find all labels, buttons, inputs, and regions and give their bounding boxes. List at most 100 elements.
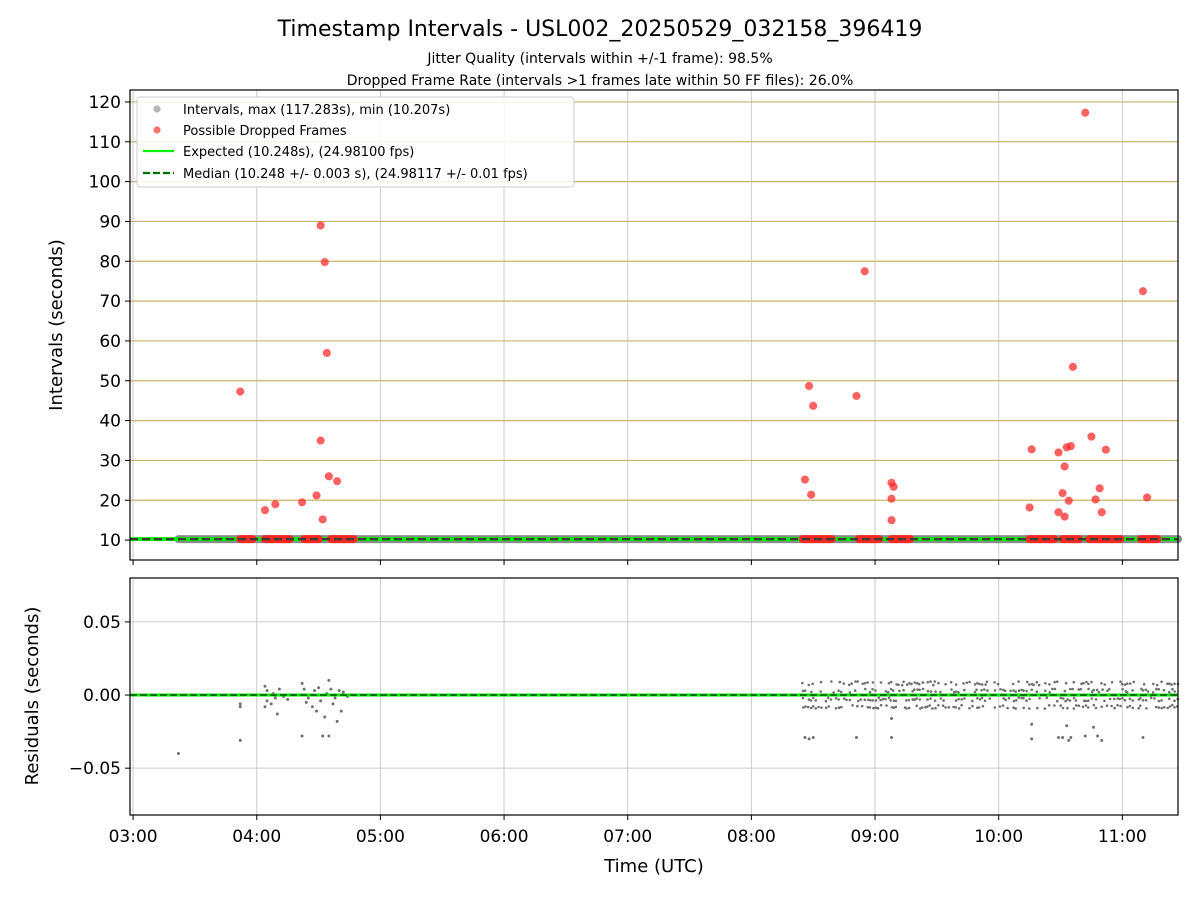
residual-point bbox=[902, 688, 905, 692]
residual-point bbox=[1168, 705, 1172, 708]
residual-point bbox=[811, 682, 814, 686]
residual-point bbox=[944, 682, 947, 686]
residual-point bbox=[832, 691, 835, 694]
residual-point bbox=[856, 704, 859, 708]
residual-point bbox=[1149, 696, 1153, 700]
residual-point bbox=[819, 690, 822, 693]
intervals-y-tick-label: 40 bbox=[99, 412, 121, 432]
residual-point bbox=[837, 698, 840, 701]
residual-point bbox=[1022, 696, 1025, 700]
residual-point bbox=[913, 698, 916, 701]
residual-point bbox=[1092, 688, 1095, 692]
residual-point bbox=[876, 707, 880, 710]
residual-point bbox=[1139, 696, 1142, 700]
residual-point bbox=[854, 735, 858, 739]
residual-point bbox=[1166, 706, 1169, 710]
residual-point bbox=[1103, 699, 1106, 703]
residual-point bbox=[1100, 705, 1103, 709]
residual-point bbox=[983, 688, 986, 691]
residual-point bbox=[976, 697, 979, 700]
residual-point bbox=[1108, 697, 1112, 701]
residual-point bbox=[971, 699, 974, 703]
residual-point bbox=[1160, 706, 1163, 710]
residual-point bbox=[1017, 696, 1020, 699]
residual-point bbox=[807, 683, 811, 687]
residual-point bbox=[884, 697, 887, 701]
residual-point bbox=[1062, 697, 1065, 700]
residual-point bbox=[1028, 707, 1031, 710]
residual-point bbox=[1108, 687, 1111, 691]
residual-point bbox=[843, 697, 846, 700]
residual-point bbox=[1084, 699, 1088, 703]
residual-point bbox=[887, 696, 891, 700]
residual-point bbox=[1063, 689, 1067, 693]
residual-point bbox=[1080, 682, 1083, 686]
residual-point bbox=[814, 699, 818, 702]
residual-point bbox=[1146, 690, 1150, 693]
residual-point bbox=[973, 683, 977, 686]
intervals-y-tick-label: 50 bbox=[99, 372, 121, 392]
residual-point bbox=[884, 690, 888, 693]
residual-point bbox=[1066, 698, 1069, 701]
residual-point bbox=[980, 689, 983, 692]
residual-point bbox=[837, 689, 840, 692]
time-x-tick-label: 08:00 bbox=[727, 827, 776, 847]
residual-point bbox=[335, 719, 339, 723]
residual-point bbox=[926, 681, 930, 684]
residual-point bbox=[894, 699, 898, 703]
residual-point bbox=[1137, 707, 1140, 710]
residual-point bbox=[1097, 690, 1101, 694]
residual-point bbox=[238, 702, 242, 706]
residuals-y-tick-label: −0.05 bbox=[69, 759, 121, 779]
residual-point bbox=[824, 706, 828, 710]
residual-point bbox=[1125, 682, 1129, 685]
dropped-frame-point bbox=[887, 515, 896, 525]
residual-point bbox=[999, 688, 1002, 691]
residual-point bbox=[908, 681, 911, 685]
residual-point bbox=[1166, 682, 1169, 685]
residual-point bbox=[983, 699, 987, 703]
residual-point bbox=[1017, 689, 1021, 692]
residual-point bbox=[928, 704, 931, 707]
residual-point bbox=[315, 709, 319, 713]
residual-point bbox=[273, 696, 277, 700]
residual-point bbox=[1173, 690, 1176, 693]
residual-point bbox=[269, 702, 273, 706]
residual-point bbox=[1138, 704, 1142, 707]
residual-point bbox=[1068, 699, 1072, 702]
residual-point bbox=[957, 690, 960, 694]
residuals-plot-frame bbox=[129, 577, 1179, 816]
intervals-y-tick-label: 80 bbox=[99, 252, 121, 272]
dropped-frame-point bbox=[1068, 362, 1078, 372]
residual-point bbox=[341, 690, 345, 694]
chart-subtitle-dropped-rate: Dropped Frame Rate (intervals >1 frames … bbox=[347, 73, 854, 89]
residual-point bbox=[874, 706, 878, 709]
residual-point bbox=[1085, 680, 1088, 684]
residual-point bbox=[1044, 682, 1047, 685]
residual-point bbox=[1028, 683, 1031, 686]
residual-point bbox=[980, 696, 984, 700]
residual-point bbox=[820, 706, 823, 709]
residual-point bbox=[826, 696, 830, 700]
residual-point bbox=[1035, 690, 1039, 693]
residual-point bbox=[913, 681, 916, 684]
residual-point bbox=[1012, 689, 1015, 692]
residual-point bbox=[1083, 734, 1087, 738]
dropped-frame-point bbox=[270, 499, 280, 509]
residual-point bbox=[981, 704, 985, 708]
residual-point bbox=[817, 705, 820, 709]
residual-point bbox=[1001, 688, 1005, 692]
residual-point bbox=[861, 682, 864, 686]
residual-point bbox=[1128, 682, 1132, 685]
residual-point bbox=[954, 683, 958, 686]
residual-point bbox=[1121, 696, 1124, 700]
residual-point bbox=[1053, 704, 1056, 707]
residual-point bbox=[321, 734, 325, 738]
residual-point bbox=[838, 680, 842, 684]
residual-point bbox=[921, 681, 925, 684]
residual-point bbox=[1157, 688, 1161, 691]
residual-point bbox=[1006, 706, 1009, 710]
residual-point bbox=[971, 704, 974, 708]
residual-point bbox=[1072, 680, 1076, 684]
residual-point bbox=[1171, 703, 1174, 707]
